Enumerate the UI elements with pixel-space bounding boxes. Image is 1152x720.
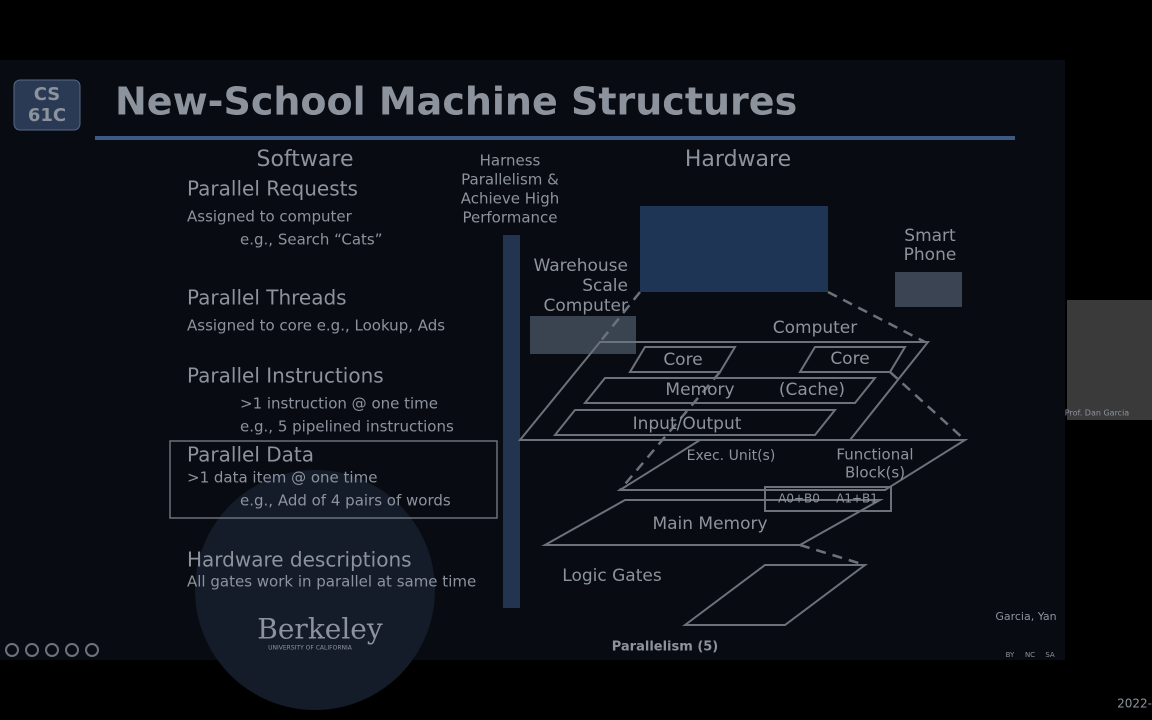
hw-label: Computer <box>543 296 628 316</box>
warehouse-image <box>640 206 828 292</box>
main-memory-layer <box>541 499 884 546</box>
core-box <box>798 346 907 373</box>
item-line: e.g., 5 pipelined instructions <box>240 418 454 436</box>
hw-label: A0+B0 <box>778 492 820 506</box>
dash-line <box>599 291 641 343</box>
hw-label: Input/Output <box>633 414 742 434</box>
license-label: BY <box>1006 651 1015 659</box>
dash-line <box>799 543 866 567</box>
hw-label: A1+B1 <box>836 492 878 506</box>
item-title: Parallel Threads <box>187 286 347 310</box>
slide-footer: Parallelism (5) <box>612 640 719 655</box>
webcam <box>1067 300 1152 420</box>
license-label: SA <box>1045 651 1055 659</box>
webcam-label: Prof. Dan Garcia <box>1065 409 1130 418</box>
control-icon[interactable] <box>5 643 19 657</box>
dash-line <box>827 290 926 344</box>
hw-label: Memory <box>665 380 734 400</box>
item-line: All gates work in parallel at same time <box>187 573 476 591</box>
center-text: Performance <box>462 209 557 227</box>
item-line: e.g., Search “Cats” <box>240 231 383 249</box>
hw-label: Smart <box>904 226 956 246</box>
item-line: >1 instruction @ one time <box>240 395 438 413</box>
item-line: Assigned to core e.g., Lookup, Ads <box>187 317 445 335</box>
hw-label: Warehouse <box>534 256 628 276</box>
column-heading: Hardware <box>685 147 791 172</box>
item-line: >1 data item @ one time <box>187 469 377 487</box>
item-title: Hardware descriptions <box>187 548 412 572</box>
core-box <box>628 346 737 373</box>
berkeley-subtitle: UNIVERSITY OF CALIFORNIA <box>268 645 353 652</box>
slide <box>0 60 1065 660</box>
memory-box <box>582 377 878 404</box>
hw-label: Computer <box>773 318 858 338</box>
license-label: NC <box>1025 651 1035 659</box>
logo-text: CS <box>34 84 61 105</box>
io-box <box>552 409 838 436</box>
phone-image <box>895 272 962 307</box>
column-heading: Software <box>257 147 354 172</box>
divider-bar <box>503 235 520 608</box>
spotlight <box>195 470 435 710</box>
control-icon[interactable] <box>85 643 99 657</box>
item-title: Parallel Requests <box>187 177 358 201</box>
dash-line <box>619 371 721 491</box>
logo <box>13 79 81 131</box>
item-line: e.g., Add of 4 pairs of words <box>240 492 451 510</box>
logo-text: 61C <box>28 105 66 126</box>
hw-label: Scale <box>582 276 628 296</box>
berkeley-logo: Berkeley <box>257 613 383 646</box>
exec-layer <box>616 439 969 491</box>
hw-label: Exec. Unit(s) <box>687 448 776 464</box>
item-title: Parallel Instructions <box>187 364 384 388</box>
control-icon[interactable] <box>45 643 59 657</box>
center-text: Parallelism & <box>461 171 559 189</box>
hw-label: Main Memory <box>652 514 767 534</box>
timestamp: 2022- <box>1117 697 1152 711</box>
center-text: Achieve High <box>461 190 560 208</box>
player-controls <box>5 643 99 657</box>
item-line: Assigned to computer <box>187 208 353 226</box>
center-text: Harness <box>480 152 541 170</box>
hw-label: Core <box>663 350 702 370</box>
highlight-box <box>169 440 498 519</box>
hw-label: Block(s) <box>845 464 905 482</box>
hw-label: Functional <box>836 446 913 464</box>
authors: Garcia, Yan <box>995 610 1056 623</box>
slide-title: New-School Machine Structures <box>115 80 797 124</box>
control-icon[interactable] <box>65 643 79 657</box>
hw-label: Core <box>830 349 869 369</box>
item-title: Parallel Data <box>187 443 314 467</box>
hw-label: (Cache) <box>779 380 845 400</box>
hw-label: Logic Gates <box>562 566 662 586</box>
server-image <box>530 316 636 354</box>
control-icon[interactable] <box>25 643 39 657</box>
hw-label: Phone <box>904 245 957 265</box>
